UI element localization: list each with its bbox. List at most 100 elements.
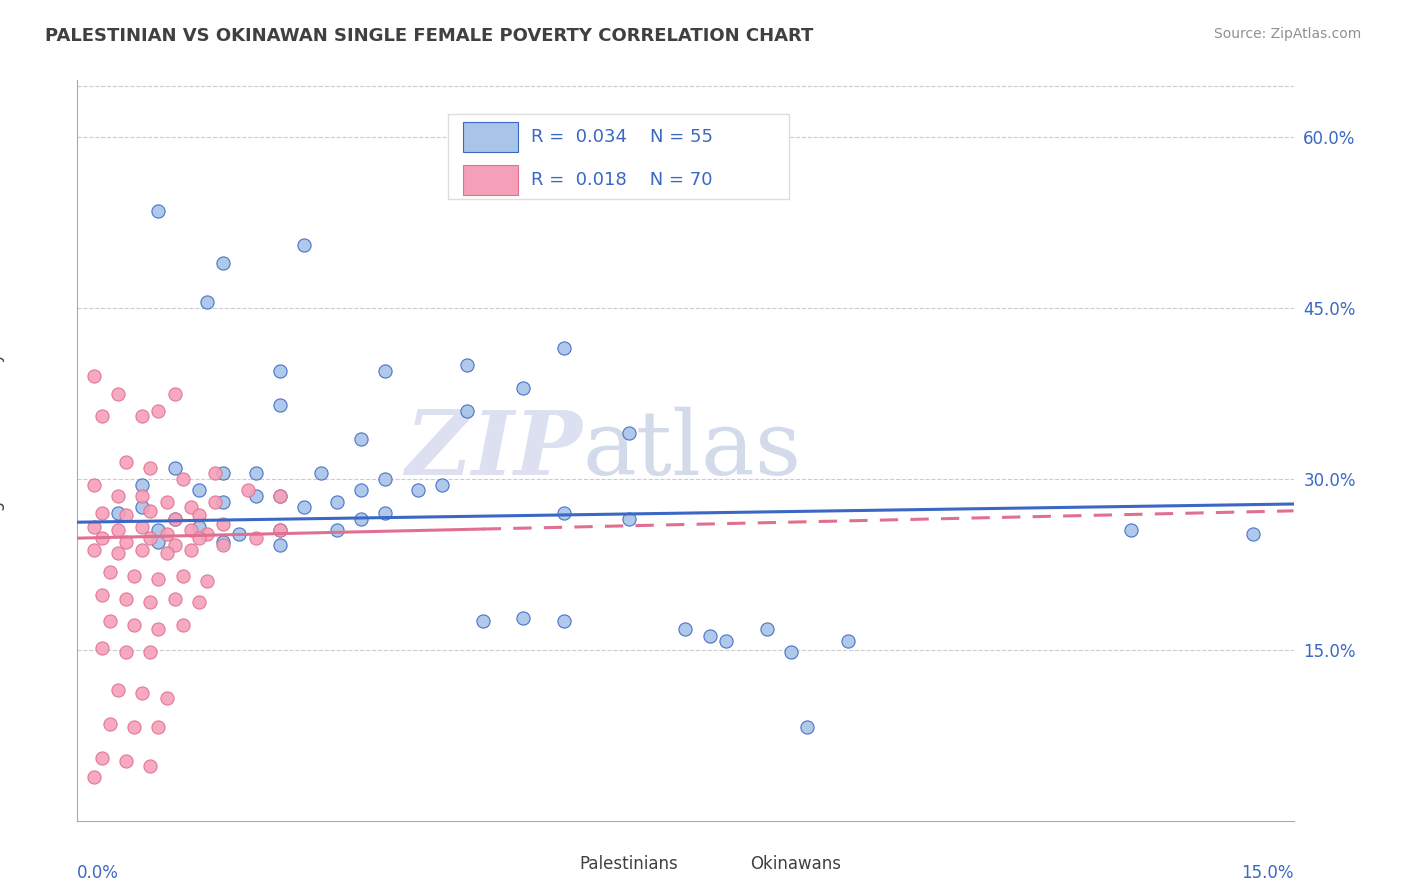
Point [553, 506, 575, 520]
Point [204, 467, 226, 481]
Point [90, 531, 112, 545]
Point [107, 386, 129, 401]
Point [107, 506, 129, 520]
Point [245, 531, 267, 545]
Point [115, 645, 138, 659]
Point [195, 526, 218, 541]
Text: R =  0.034    N = 55: R = 0.034 N = 55 [531, 128, 713, 146]
Point [212, 467, 235, 481]
Point [139, 645, 162, 659]
Point [617, 512, 640, 526]
Point [350, 432, 373, 446]
Point [195, 574, 218, 589]
Text: Single Female Poverty: Single Female Poverty [0, 352, 6, 537]
Point [83, 542, 105, 557]
FancyBboxPatch shape [703, 854, 738, 877]
Point [139, 759, 162, 773]
Point [714, 633, 737, 648]
Point [131, 500, 153, 515]
Point [148, 523, 170, 537]
Point [139, 531, 162, 545]
Point [107, 489, 129, 503]
Point [188, 483, 211, 498]
Point [139, 595, 162, 609]
Point [406, 483, 429, 498]
Point [796, 720, 818, 734]
Point [155, 494, 177, 508]
Point [188, 508, 211, 523]
Point [83, 477, 105, 491]
Point [212, 538, 235, 552]
Point [163, 591, 186, 606]
Point [83, 369, 105, 384]
Point [374, 364, 396, 378]
Point [269, 364, 291, 378]
Point [269, 489, 291, 503]
Text: ZIP: ZIP [406, 408, 582, 493]
Point [155, 546, 177, 560]
Point [188, 531, 211, 545]
Point [139, 504, 162, 518]
Point [212, 255, 235, 269]
Point [269, 523, 291, 537]
Point [180, 500, 202, 515]
Point [1241, 526, 1264, 541]
Point [269, 489, 291, 503]
Point [163, 512, 186, 526]
Point [115, 455, 138, 469]
Point [115, 534, 138, 549]
Text: 0.0%: 0.0% [77, 864, 120, 882]
Point [212, 494, 235, 508]
Point [553, 341, 575, 355]
Point [326, 523, 349, 537]
Text: PALESTINIAN VS OKINAWAN SINGLE FEMALE POVERTY CORRELATION CHART: PALESTINIAN VS OKINAWAN SINGLE FEMALE PO… [45, 27, 813, 45]
Point [188, 520, 211, 534]
Point [98, 566, 121, 580]
Point [90, 640, 112, 655]
Point [309, 467, 332, 481]
Point [350, 512, 373, 526]
Point [269, 523, 291, 537]
Point [471, 615, 494, 629]
Point [180, 523, 202, 537]
Text: atlas: atlas [582, 407, 801, 494]
Point [148, 403, 170, 417]
Point [172, 568, 194, 582]
Text: Okinawans: Okinawans [749, 855, 841, 872]
Point [98, 716, 121, 731]
FancyBboxPatch shape [463, 165, 517, 195]
FancyBboxPatch shape [533, 854, 568, 877]
Point [204, 494, 226, 508]
Point [512, 381, 534, 395]
Point [131, 477, 153, 491]
Point [83, 520, 105, 534]
Point [163, 460, 186, 475]
Point [83, 770, 105, 784]
Point [236, 483, 259, 498]
FancyBboxPatch shape [463, 122, 517, 153]
Point [326, 494, 349, 508]
Point [90, 506, 112, 520]
Point [675, 622, 697, 636]
Point [269, 538, 291, 552]
Point [148, 622, 170, 636]
Point [212, 534, 235, 549]
Point [180, 542, 202, 557]
Point [90, 588, 112, 602]
Point [131, 686, 153, 700]
Point [195, 295, 218, 310]
Point [155, 526, 177, 541]
Point [779, 645, 801, 659]
Point [456, 358, 478, 372]
Point [148, 534, 170, 549]
Point [139, 460, 162, 475]
Point [374, 506, 396, 520]
Point [512, 611, 534, 625]
Point [107, 546, 129, 560]
Point [553, 615, 575, 629]
Point [430, 477, 453, 491]
Point [163, 386, 186, 401]
Point [228, 526, 250, 541]
Point [131, 409, 153, 424]
Point [90, 409, 112, 424]
